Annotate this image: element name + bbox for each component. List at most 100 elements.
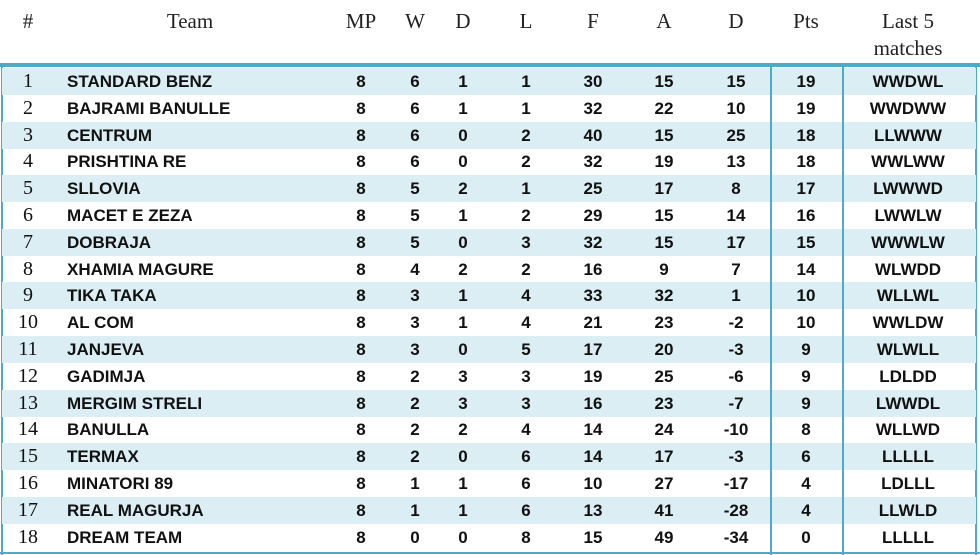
stat-cell: -17 (723, 474, 749, 493)
stat-cell: WLWLL (876, 340, 940, 359)
stat-cell: 10 (726, 98, 746, 118)
stat-cell: 9 (659, 259, 669, 279)
stat-cell: 1 (521, 98, 531, 118)
stat-cell: 3 (521, 366, 531, 386)
stat-cell: 4 (801, 500, 811, 520)
rank: 13 (18, 391, 38, 414)
stat-cell: 8 (356, 125, 366, 145)
table-row: 7 DOBRAJA 8 5 0 3 32 15 17 15 WWWLW (2, 228, 976, 256)
rank: 8 (23, 257, 33, 280)
stat-cell: 14 (726, 206, 746, 225)
stat-cell: 1 (731, 286, 741, 306)
column-header: F (587, 9, 599, 33)
team-name: DREAM TEAM (67, 527, 183, 547)
rank: 2 (23, 96, 33, 119)
rank: 16 (18, 472, 38, 494)
header-rule (0, 63, 980, 67)
stat-cell: 18 (796, 152, 816, 172)
team-name: MACET E ZEZA (67, 206, 193, 225)
table-row: 12 GADIMJA 8 2 3 3 19 25 -6 9 LDLDD (2, 363, 976, 390)
stat-cell: 1 (458, 72, 468, 91)
stat-cell: 2 (410, 366, 420, 386)
column-header: # (22, 9, 34, 33)
stat-cell: 19 (583, 366, 603, 386)
stat-cell: 49 (654, 527, 674, 547)
table-row: 18 DREAM TEAM 8 0 0 8 15 49 -34 0 LLLLL (2, 524, 976, 551)
stat-cell: 8 (356, 393, 366, 413)
stat-cell: 7 (731, 259, 741, 279)
stat-cell: 18 (796, 125, 816, 145)
stat-cell: -28 (723, 500, 749, 520)
stat-cell: 0 (458, 152, 468, 172)
team-name: MERGIM STRELI (67, 393, 203, 413)
stat-cell: 3 (410, 286, 420, 306)
rank: 18 (18, 525, 38, 548)
stat-cell: WWDWL (872, 72, 944, 91)
stat-cell: LLWWW (874, 125, 942, 145)
stat-cell: 0 (410, 527, 420, 547)
team-name: XHAMIA MAGURE (67, 259, 214, 279)
stat-cell: 16 (583, 259, 603, 279)
stat-cell: 29 (583, 206, 603, 225)
rank: 1 (23, 70, 33, 92)
stat-cell: 6 (521, 447, 531, 467)
stat-cell: 5 (410, 179, 420, 199)
stat-cell: LWWLW (874, 206, 942, 225)
stat-cell: 27 (654, 474, 674, 493)
stat-cell: 15 (583, 527, 603, 547)
stat-cell: 16 (796, 206, 816, 225)
rank: 7 (23, 230, 33, 253)
column-header: Last 5 matches (873, 9, 943, 60)
stat-cell: 6 (410, 125, 420, 145)
stat-cell: 0 (801, 527, 811, 547)
stat-cell: 32 (583, 152, 603, 172)
stat-cell: 8 (356, 340, 366, 359)
team-name: TIKA TAKA (67, 286, 157, 306)
stat-cell: 30 (583, 72, 603, 91)
stat-cell: 13 (583, 500, 603, 520)
stat-cell: 17 (583, 340, 603, 359)
stat-cell: 2 (410, 393, 420, 413)
stat-cell: 17 (654, 179, 674, 199)
stat-cell: 6 (521, 500, 531, 520)
stat-cell: 8 (356, 98, 366, 118)
stat-cell: 10 (796, 286, 816, 306)
stat-cell: -10 (723, 420, 749, 440)
column-header: Pts (793, 9, 819, 33)
table-row: 9 TIKA TAKA 8 3 1 4 33 32 1 10 WLLWL (2, 282, 976, 310)
table-row: 16 MINATORI 89 8 1 1 6 10 27 -17 4 LDLLL (2, 470, 976, 497)
stat-cell: 0 (458, 125, 468, 145)
stat-cell: 8 (356, 232, 366, 252)
rank: 9 (23, 284, 33, 307)
stat-cell: 15 (654, 72, 674, 91)
rank: 17 (18, 498, 38, 521)
stat-cell: 17 (726, 232, 746, 252)
stat-cell: -3 (728, 447, 744, 467)
stat-cell: 8 (356, 259, 366, 279)
team-name: DOBRAJA (67, 232, 152, 252)
column-divider (842, 63, 844, 555)
stat-cell: 8 (356, 72, 366, 91)
stat-cell: 3 (410, 313, 420, 333)
stat-cell: WWLWW (871, 152, 945, 172)
stat-cell: 5 (521, 340, 531, 359)
team-name: GADIMJA (67, 366, 146, 386)
stat-cell: LDLLL (881, 474, 935, 493)
stat-cell: LLLLL (882, 527, 934, 547)
stat-cell: -3 (728, 340, 744, 359)
stat-cell: 1 (458, 313, 468, 333)
table-row: 1 STANDARD BENZ 8 6 1 1 30 15 15 19 WWDWL (2, 68, 976, 95)
stat-cell: 1 (410, 500, 420, 520)
stat-cell: LLWLD (878, 500, 938, 520)
stat-cell: 8 (356, 179, 366, 199)
stat-cell: WLWDD (874, 259, 942, 279)
stat-cell: 19 (796, 72, 816, 91)
team-name: REAL MAGURJA (67, 500, 204, 520)
stat-cell: 2 (521, 206, 531, 225)
stat-cell: 6 (521, 474, 531, 493)
stat-cell: 4 (521, 420, 531, 440)
stat-cell: LWWDL (875, 393, 941, 413)
stat-cell: LWWWD (873, 179, 943, 199)
table-row: 10 AL COM 8 3 1 4 21 23 -2 10 WWLDW (2, 309, 976, 336)
table-row: 3 CENTRUM 8 6 0 2 40 15 25 18 LLWWW (2, 121, 976, 149)
